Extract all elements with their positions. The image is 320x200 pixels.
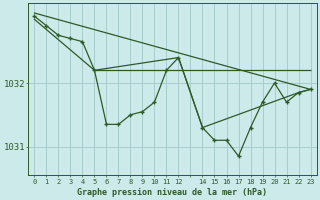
X-axis label: Graphe pression niveau de la mer (hPa): Graphe pression niveau de la mer (hPa) (77, 188, 268, 197)
